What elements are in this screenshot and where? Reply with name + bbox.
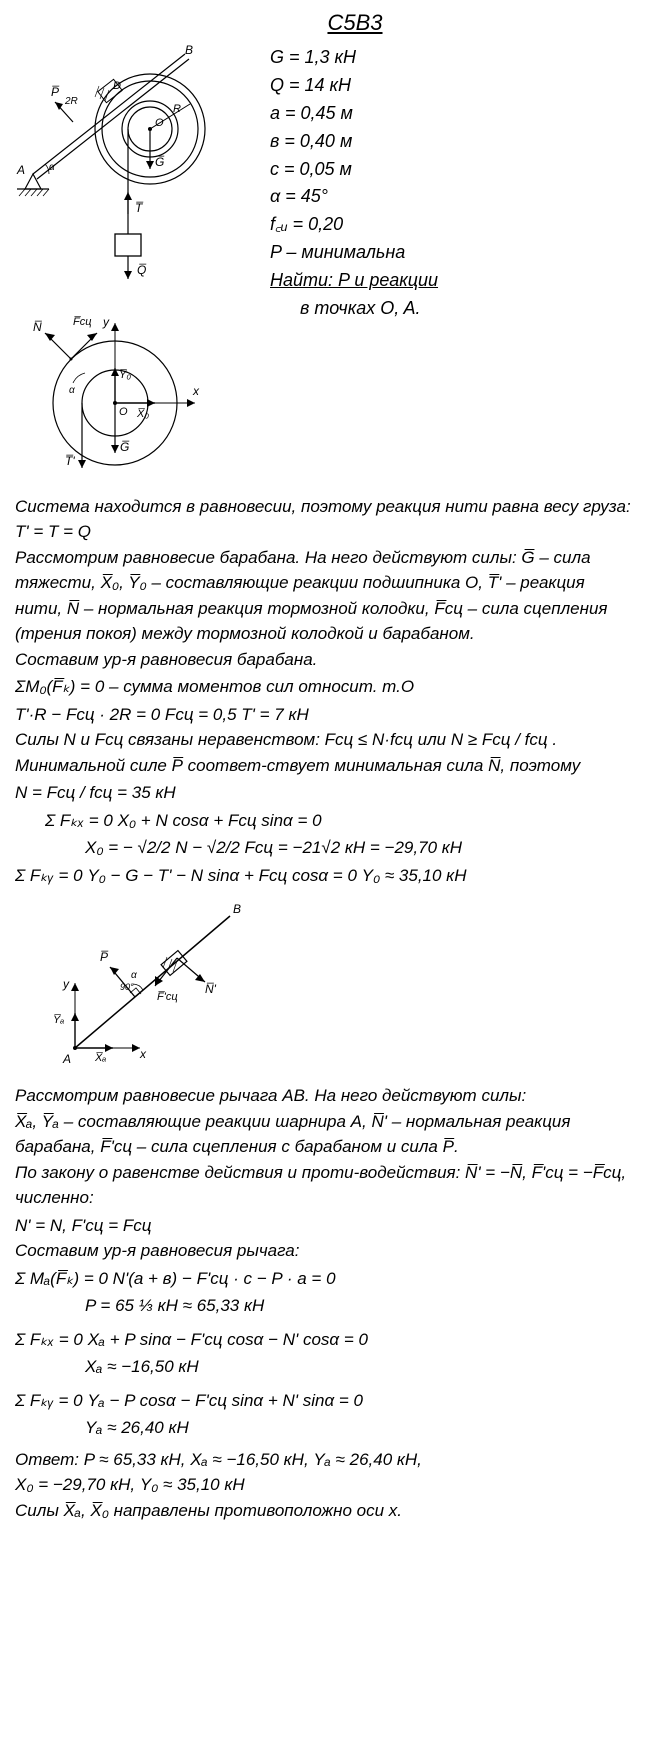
para-7: По закону о равенстве действия и проти-в… — [15, 1160, 635, 1211]
svg-text:P̅: P̅ — [51, 85, 60, 99]
svg-text:F̅'сц: F̅'сц — [157, 991, 178, 1003]
svg-text:X̅ₐ: X̅ₐ — [94, 1052, 106, 1064]
given-G: G = 1,3 кН — [270, 44, 438, 72]
problem-title: С5В3 — [75, 10, 635, 36]
svg-text:O: O — [119, 406, 128, 418]
eq-fy: Σ Fₖᵧ = 0 Y₀ − G − T' − N sinα + Fсц cos… — [15, 863, 635, 889]
eq-tr: T'·R − Fсц · 2R = 0 Fсц = 0,5 T' = 7 кН — [15, 702, 635, 728]
eq-fy2: Σ Fₖᵧ = 0 Yₐ − P cosα − F'сц sinα + N' s… — [15, 1388, 635, 1414]
diagram-drum-fbd: O x X̅₀ y Y̅₀ G̅ T̅' — [15, 293, 635, 488]
svg-text:G̅: G̅ — [155, 155, 165, 169]
given-f: f꜀ᵤ = 0,20 — [270, 211, 438, 239]
svg-text:X̅₀: X̅₀ — [136, 408, 149, 420]
given-Q: Q = 14 кН — [270, 72, 438, 100]
svg-text:y: y — [102, 315, 110, 329]
eq-N: N = Fсц / fсц = 35 кН — [15, 780, 635, 806]
para-6: X̅ₐ, Y̅ₐ – составляющие реакции шарнира … — [15, 1109, 635, 1160]
diagram-mechanism: O R 2R D P̅ — [15, 44, 240, 284]
svg-text:D: D — [113, 80, 121, 92]
eq-moments: ΣM₀(F̅ₖ) = 0 – сумма моментов сил относи… — [15, 674, 635, 700]
diagram-lever-fbd: B A x X̅ₐ y Y̅ₐ P̅ 90° — [45, 898, 635, 1073]
eq-ya: Yₐ ≈ 26,40 кН — [85, 1415, 635, 1441]
para-3: Составим ур-я равновесия барабана. — [15, 647, 635, 673]
svg-text:α: α — [69, 385, 75, 396]
svg-text:A: A — [62, 1052, 71, 1066]
para-5: Рассмотрим равновесие рычага AB. На него… — [15, 1083, 635, 1109]
svg-text:B: B — [185, 44, 193, 57]
svg-text:90°: 90° — [120, 982, 134, 992]
svg-text:N̅: N̅ — [33, 320, 42, 334]
svg-text:Q̅: Q̅ — [137, 263, 147, 277]
eq-xa: Xₐ ≈ −16,50 кН — [85, 1354, 635, 1380]
svg-text:F̅сц: F̅сц — [73, 316, 92, 328]
svg-text:N̅': N̅' — [205, 982, 217, 996]
svg-text:x: x — [139, 1047, 147, 1061]
para-2: Рассмотрим равновесие барабана. На него … — [15, 545, 635, 647]
given-b: в = 0,40 м — [270, 128, 438, 156]
given-data: G = 1,3 кН Q = 14 кН a = 0,45 м в = 0,40… — [270, 44, 438, 323]
svg-text:B: B — [233, 902, 241, 916]
given-P: P – минимальна — [270, 239, 438, 267]
eq-x0: X₀ = − √2/2 N − √2/2 Fсц = −21√2 кН = −2… — [85, 835, 635, 861]
answer-line2: X₀ = −29,70 кН, Y₀ ≈ 35,10 кН — [15, 1472, 635, 1498]
svg-text:R: R — [173, 103, 181, 115]
svg-text:T̅': T̅' — [65, 454, 75, 468]
svg-text:2R: 2R — [64, 96, 78, 107]
svg-text:Y̅₀: Y̅₀ — [119, 369, 131, 381]
para-4: Силы N и Fсц связаны неравенством: Fсц ≤… — [15, 727, 635, 778]
eq7: N' = N, F'сц = Fсц — [15, 1213, 635, 1239]
svg-text:T̅: T̅ — [135, 201, 144, 215]
eq-fx2: Σ Fₖₓ = 0 Xₐ + P sinα − F'сц cosα − N' c… — [15, 1327, 635, 1353]
eq-ma: Σ Mₐ(F̅ₖ) = 0 N'(a + в) − F'сц · c − P ·… — [15, 1266, 635, 1292]
svg-text:y: y — [62, 977, 70, 991]
given-c: c = 0,05 м — [270, 156, 438, 184]
svg-text:α: α — [49, 162, 55, 173]
answer-line1: Ответ: P ≈ 65,33 кН, Xₐ ≈ −16,50 кН, Yₐ … — [15, 1447, 635, 1473]
svg-text:α: α — [131, 970, 137, 981]
given-a: a = 0,45 м — [270, 100, 438, 128]
given-alpha: α = 45° — [270, 183, 438, 211]
given-find: Найти: P и реакции — [270, 267, 438, 295]
para-8: Составим ур-я равновесия рычага: — [15, 1238, 635, 1264]
answer-line3: Силы X̅ₐ, X̅₀ направлены противоположно … — [15, 1498, 635, 1524]
svg-text:G̅: G̅ — [120, 440, 130, 454]
svg-text:x: x — [192, 384, 200, 398]
svg-text:P̅: P̅ — [100, 950, 109, 964]
svg-text:A: A — [16, 163, 25, 177]
para-1: Система находится в равновесии, поэтому … — [15, 494, 635, 545]
eq-fx: Σ Fₖₓ = 0 X₀ + N cosα + Fсц sinα = 0 — [45, 808, 635, 834]
svg-text:Y̅ₐ: Y̅ₐ — [53, 1014, 64, 1026]
eq-p: P = 65 ⅓ кН ≈ 65,33 кН — [85, 1293, 635, 1319]
